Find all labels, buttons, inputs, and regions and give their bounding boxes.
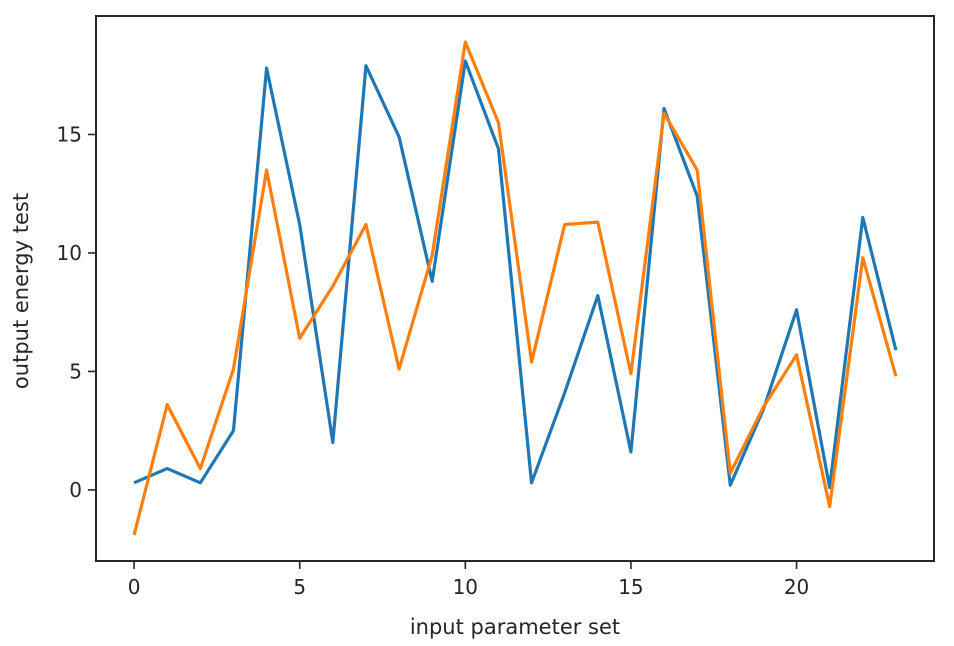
x-tick-label: 5 [293, 575, 306, 599]
x-axis-label: input parameter set [410, 615, 620, 639]
x-tick-label: 0 [128, 575, 141, 599]
y-tick-label: 15 [57, 122, 82, 146]
series-line-1 [133, 59, 898, 490]
x-axis-ticks: 0 5 10 15 20 [128, 561, 809, 599]
y-tick-label: 0 [69, 478, 82, 502]
x-tick-label: 20 [784, 575, 809, 599]
x-tick-label: 10 [453, 575, 478, 599]
y-tick-label: 5 [69, 359, 82, 383]
series-layer [132, 40, 898, 536]
plot-frame [95, 15, 935, 562]
y-tick-label: 10 [57, 241, 82, 265]
series-line-2 [132, 40, 898, 536]
y-axis-label: output energy test [9, 193, 33, 389]
x-tick-label: 15 [618, 575, 643, 599]
plot-background [96, 16, 934, 561]
y-axis-ticks: 0 5 10 15 [57, 122, 96, 502]
